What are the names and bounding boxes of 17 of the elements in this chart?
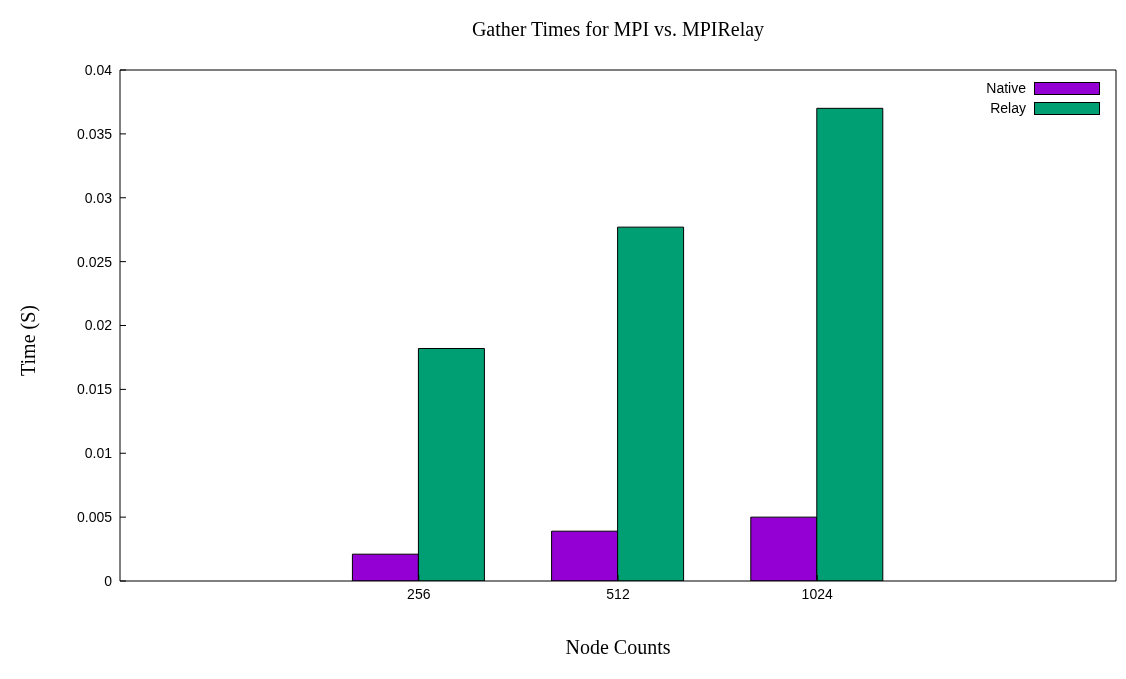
- y-tick-label: 0: [104, 572, 113, 589]
- chart-title: Gather Times for MPI vs. MPIRelay: [470, 18, 766, 41]
- x-tick-label: 512: [606, 585, 630, 602]
- y-tick-label: 0.03: [84, 189, 113, 206]
- y-tick-label: 0.01: [84, 445, 113, 462]
- x-tick-label: 1024: [801, 585, 833, 602]
- y-tick-label: 0.02: [84, 317, 113, 334]
- y-axis-title: Time (S): [16, 304, 40, 376]
- y-tick-label: 0.035: [76, 125, 113, 142]
- y-tick-label: 0.015: [76, 381, 113, 398]
- legend-label: Native: [986, 80, 1026, 96]
- y-tick-label: 0.025: [76, 253, 113, 270]
- y-tick-label: 0.005: [76, 509, 113, 526]
- x-axis-title: Node Counts: [564, 636, 672, 659]
- legend-label: Relay: [990, 100, 1026, 116]
- x-tick-label: 256: [407, 585, 431, 602]
- y-tick-label: 0.04: [84, 61, 113, 78]
